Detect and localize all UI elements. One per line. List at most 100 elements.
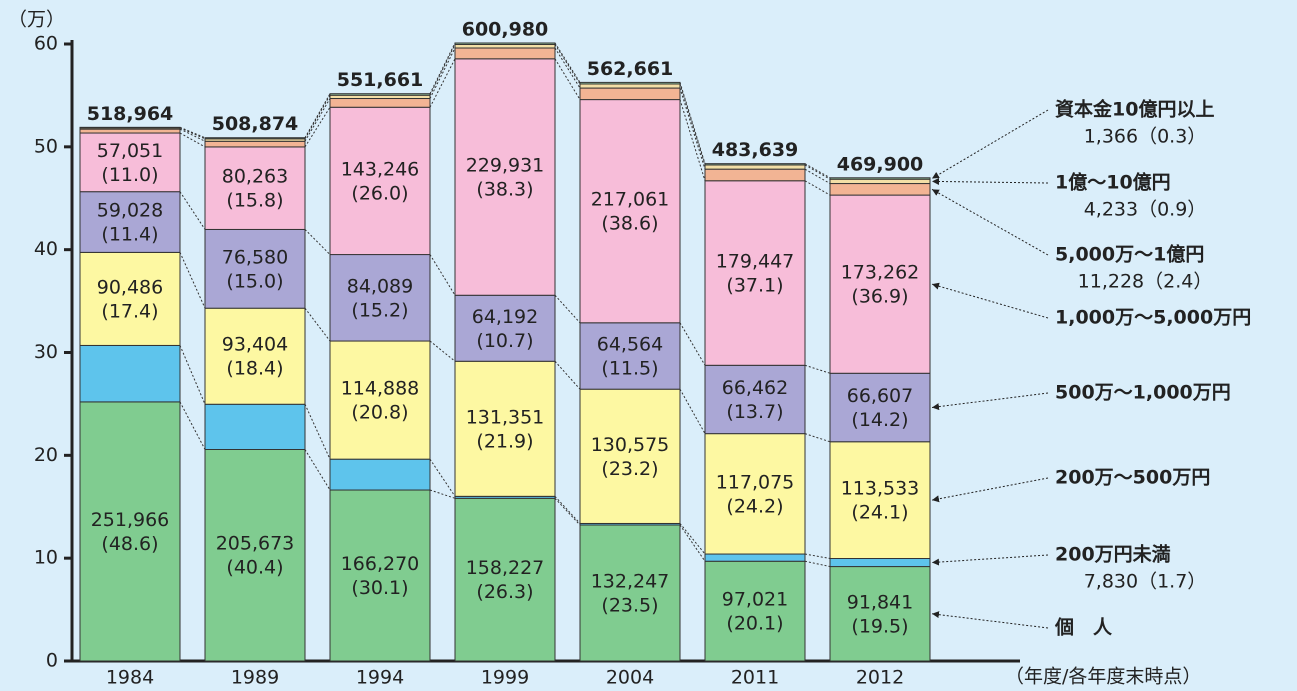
connector — [679, 523, 706, 555]
legend-label: 5,000万～1億円 — [1055, 243, 1204, 266]
share-label: (11.0) — [101, 164, 158, 186]
x-tick-label: 1989 — [231, 667, 279, 689]
bar-segment — [704, 164, 806, 170]
bar-segment — [829, 183, 931, 196]
value-label: 84,089 — [347, 275, 413, 297]
value-label: 64,192 — [472, 306, 538, 328]
bar-segment — [829, 194, 931, 374]
share-label: (30.1) — [351, 577, 408, 599]
value-label: 132,247 — [591, 571, 670, 593]
x-tick-label: 1994 — [356, 667, 404, 689]
y-tick-label: 0 — [46, 650, 58, 672]
total-label: 518,964 — [87, 103, 174, 125]
value-label: 93,404 — [222, 334, 288, 356]
value-label: 80,263 — [222, 166, 288, 188]
bar-segment — [454, 58, 556, 296]
connector — [429, 58, 456, 108]
connector — [179, 126, 206, 139]
connector — [804, 553, 831, 559]
value-label: 1,366（0.3） — [1084, 126, 1207, 148]
share-label: (20.1) — [726, 613, 783, 635]
bar-segment — [579, 524, 681, 662]
share-label: (18.4) — [226, 358, 283, 380]
total-label: 508,874 — [212, 113, 299, 135]
legend-label: 資本金10億円以上 — [1055, 98, 1214, 121]
connector — [304, 307, 331, 342]
connector — [304, 229, 331, 255]
bar-segment — [204, 307, 306, 405]
bar-segment — [79, 132, 181, 193]
x-axis-label: （年度/各年度末時点） — [1005, 666, 1201, 688]
bar-segment — [579, 322, 681, 390]
bar-segment — [79, 128, 181, 134]
total-label: 600,980 — [462, 18, 549, 40]
share-label: (38.3) — [476, 179, 533, 201]
share-label: (38.6) — [601, 213, 658, 235]
connector — [429, 340, 456, 362]
connector — [304, 93, 331, 138]
bar-segment — [704, 364, 806, 435]
connector — [179, 191, 206, 230]
bar-segment — [329, 489, 431, 662]
value-label: 173,262 — [841, 262, 920, 284]
connector — [679, 524, 706, 562]
connector — [804, 560, 831, 568]
y-tick-label: 40 — [34, 238, 58, 260]
value-label: 131,351 — [466, 406, 545, 428]
legend-label: 1億～10億円 — [1055, 171, 1171, 194]
bar-segment — [579, 81, 681, 85]
y-tick-label: 10 — [34, 547, 58, 569]
value-label: 117,075 — [716, 471, 795, 493]
legend-arrow — [931, 611, 1049, 629]
connector — [804, 164, 831, 180]
connector — [804, 168, 831, 184]
bar-segment — [829, 558, 931, 568]
connector — [179, 401, 206, 450]
bar-segment — [79, 401, 181, 662]
legend-label: 200万～500万円 — [1055, 467, 1210, 489]
connector — [179, 345, 206, 405]
share-label: (48.6) — [101, 533, 158, 555]
y-axis-label: （万） — [8, 9, 65, 31]
value-label: 205,673 — [216, 533, 295, 555]
total-label: 551,661 — [337, 69, 424, 91]
value-label: 158,227 — [466, 557, 545, 579]
y-tick-label: 60 — [34, 33, 58, 55]
legend-arrow — [931, 392, 1049, 411]
value-label: 97,021 — [722, 589, 788, 611]
bar-segment — [454, 43, 556, 49]
connector — [429, 489, 456, 499]
share-label: (24.1) — [851, 502, 908, 524]
value-label: 66,462 — [722, 377, 788, 399]
bar-segment — [579, 87, 681, 101]
share-label: (11.5) — [601, 357, 658, 379]
bar-segment — [454, 294, 556, 362]
connector — [679, 388, 706, 434]
legend-arrow — [931, 282, 1049, 319]
value-label: 11,228（2.4） — [1078, 271, 1213, 293]
x-tick-label: 2004 — [606, 667, 654, 689]
connector — [679, 322, 706, 366]
share-label: (17.4) — [101, 300, 158, 322]
connector — [179, 128, 206, 142]
share-label: (15.0) — [226, 270, 283, 292]
x-tick-label: 2011 — [731, 667, 779, 689]
bar-segment — [454, 360, 556, 497]
bar-segment — [204, 228, 306, 309]
share-label: (26.3) — [476, 581, 533, 603]
value-label: 251,966 — [91, 509, 170, 531]
bar-segment — [829, 566, 931, 662]
connector — [429, 458, 456, 497]
bar-segment — [579, 83, 681, 89]
share-label: (21.9) — [476, 430, 533, 452]
share-label: (20.8) — [351, 402, 408, 424]
connector — [429, 47, 456, 99]
y-tick-label: 50 — [34, 135, 58, 157]
value-label: 179,447 — [716, 251, 795, 273]
share-label: (10.7) — [476, 330, 533, 352]
bar-segment — [329, 254, 431, 342]
bar-segment — [704, 168, 806, 182]
legend-arrow — [931, 177, 1049, 185]
total-label: 469,900 — [837, 153, 924, 175]
